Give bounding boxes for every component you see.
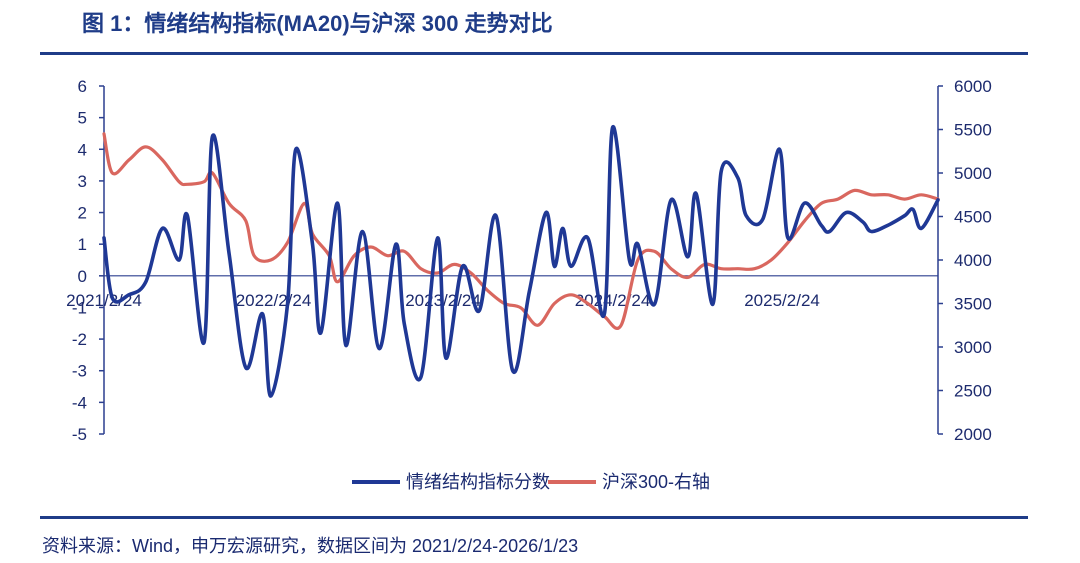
legend-label-sentiment: 情绪结构指标分数 — [406, 472, 550, 492]
sentiment-series-line — [102, 125, 940, 398]
right-axis-tick-label: 2500 — [954, 382, 992, 401]
left-axis-tick-label: -1 — [72, 298, 87, 317]
right-axis-tick-label: 3000 — [954, 338, 992, 357]
left-axis-tick-label: 5 — [78, 109, 87, 128]
left-axis-tick-label: 4 — [78, 140, 87, 159]
series-layer — [102, 125, 940, 398]
chart-title: 图 1：情绪结构指标(MA20)与沪深 300 走势对比 — [82, 11, 553, 36]
csi300-series-line — [102, 132, 940, 331]
right-axis-tick-label: 4500 — [954, 208, 992, 227]
x-axis-tick-label: 2022/2/24 — [236, 291, 312, 310]
left-axis-tick-label: 0 — [78, 267, 87, 286]
left-axis-tick-label: 2 — [78, 204, 87, 223]
x-axis-tick-label: 2021/2/24 — [66, 291, 142, 310]
right-axis-tick-label: 2000 — [954, 425, 992, 444]
right-axis-tick-label: 4000 — [954, 251, 992, 270]
left-axis-tick-label: -2 — [72, 330, 87, 349]
right-axis-tick-label: 3500 — [954, 295, 992, 314]
left-axis-tick-label: -4 — [72, 393, 87, 412]
legend: 情绪结构指标分数 沪深300-右轴 — [352, 472, 710, 492]
x-axis-tick-label: 2025/2/24 — [744, 291, 820, 310]
right-axis-tick-label: 6000 — [954, 77, 992, 96]
right-axis-tick-label: 5000 — [954, 164, 992, 183]
left-axis-tick-label: 3 — [78, 172, 87, 191]
x-axis-tick-label: 2024/2/24 — [575, 291, 651, 310]
legend-label-csi300: 沪深300-右轴 — [602, 472, 710, 492]
source-note: 资料来源：Wind，申万宏源研究，数据区间为 2021/2/24-2026/1/… — [42, 536, 579, 556]
axes-group: -5 -4 -3 -2 -1 0 1 2 3 4 5 6 2000 2500 3000 3500 4000 450… — [66, 77, 992, 444]
right-axis-tick-label: 5500 — [954, 121, 992, 140]
left-axis-tick-label: 6 — [78, 77, 87, 96]
left-axis-tick-label: -5 — [72, 425, 87, 444]
top-rule — [40, 52, 1028, 55]
left-axis-tick-label: 1 — [78, 235, 87, 254]
left-axis-tick-label: -3 — [72, 362, 87, 381]
bottom-rule — [40, 516, 1028, 519]
